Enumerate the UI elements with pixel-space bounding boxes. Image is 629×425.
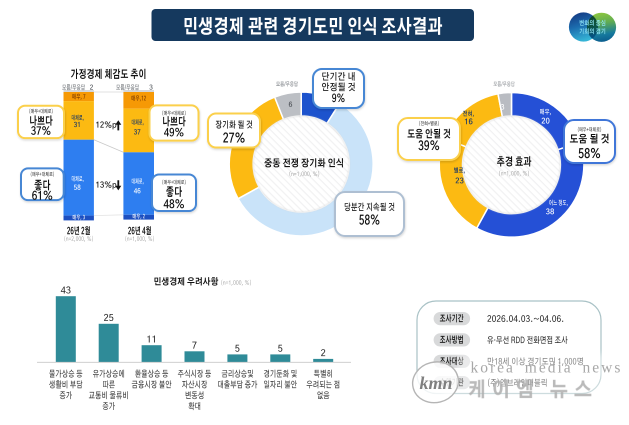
- svg-text:korea media news: korea media news: [471, 359, 623, 376]
- svg-text:kmn: kmn: [419, 373, 452, 393]
